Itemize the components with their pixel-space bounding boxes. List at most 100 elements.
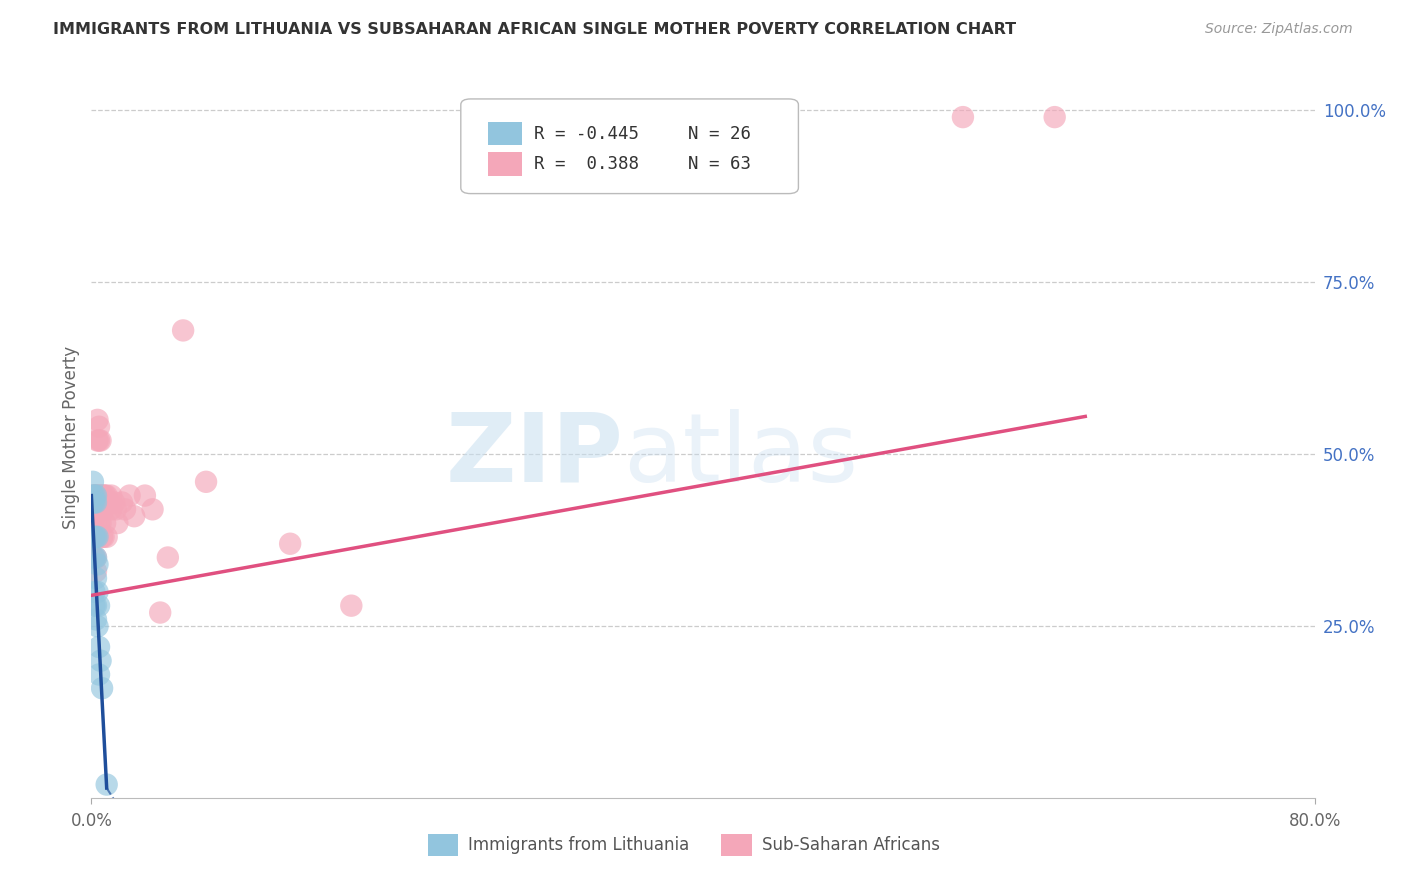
Point: [82, 495, 104, 509]
Y-axis label: Single Mother Poverty: Single Mother Poverty: [62, 345, 80, 529]
Point: [141, 502, 163, 516]
Point: [84, 564, 107, 578]
Point: [86, 489, 108, 503]
Point: [83, 489, 105, 503]
Point: [83, 495, 105, 509]
Point: [84, 495, 107, 509]
Point: [96, 530, 118, 544]
Point: [82, 489, 104, 503]
Point: [83, 550, 105, 565]
Point: [93, 495, 115, 509]
Point: [83, 509, 105, 524]
Point: [103, 495, 125, 509]
Point: [172, 323, 194, 337]
Point: [84, 516, 107, 530]
Point: [84, 530, 107, 544]
Text: N = 26: N = 26: [689, 125, 751, 143]
Point: [86, 413, 108, 427]
Point: [90, 516, 112, 530]
Point: [86, 619, 108, 633]
Bar: [488, 122, 522, 145]
Point: [84, 495, 107, 509]
Point: [93, 502, 115, 516]
Point: [114, 502, 136, 516]
Point: [149, 606, 172, 620]
Point: [90, 434, 112, 448]
Bar: [721, 835, 752, 856]
Text: R =  0.388: R = 0.388: [534, 155, 640, 173]
Point: [278, 537, 301, 551]
Point: [87, 640, 110, 654]
Point: [86, 495, 108, 509]
Point: [93, 530, 115, 544]
Point: [86, 530, 108, 544]
Text: IMMIGRANTS FROM LITHUANIA VS SUBSAHARAN AFRICAN SINGLE MOTHER POVERTY CORRELATIO: IMMIGRANTS FROM LITHUANIA VS SUBSAHARAN …: [53, 22, 1017, 37]
Point: [84, 550, 107, 565]
Point: [91, 489, 114, 503]
Point: [87, 502, 110, 516]
Point: [84, 599, 107, 613]
Point: [86, 558, 108, 572]
Bar: [427, 835, 458, 856]
Point: [87, 489, 110, 503]
Point: [90, 495, 112, 509]
Point: [84, 489, 107, 503]
Point: [83, 585, 105, 599]
Point: [195, 475, 218, 489]
Point: [104, 502, 127, 516]
Point: [82, 550, 104, 565]
Point: [84, 571, 107, 585]
Point: [91, 502, 114, 516]
Text: Source: ZipAtlas.com: Source: ZipAtlas.com: [1205, 22, 1353, 37]
Text: N = 63: N = 63: [689, 155, 751, 173]
Text: R = -0.445: R = -0.445: [534, 125, 640, 143]
Point: [90, 502, 112, 516]
Point: [87, 599, 110, 613]
Point: [84, 550, 107, 565]
Point: [100, 489, 122, 503]
Point: [83, 530, 105, 544]
Point: [111, 495, 134, 509]
Point: [87, 667, 110, 681]
Text: Immigrants from Lithuania: Immigrants from Lithuania: [468, 837, 689, 855]
Point: [340, 599, 363, 613]
Point: [83, 530, 105, 544]
Point: [952, 110, 974, 124]
Point: [84, 530, 107, 544]
Point: [84, 489, 107, 503]
Point: [118, 489, 141, 503]
Point: [83, 495, 105, 509]
Point: [96, 778, 118, 792]
Point: [134, 489, 156, 503]
Point: [82, 516, 104, 530]
Text: Sub-Saharan Africans: Sub-Saharan Africans: [762, 837, 939, 855]
Point: [87, 434, 110, 448]
Point: [91, 495, 114, 509]
Point: [83, 599, 105, 613]
Point: [91, 530, 114, 544]
Point: [98, 495, 121, 509]
Point: [96, 489, 118, 503]
Point: [105, 516, 128, 530]
Point: [96, 495, 118, 509]
Point: [93, 489, 115, 503]
Point: [91, 681, 114, 696]
Point: [84, 612, 107, 626]
Point: [100, 502, 122, 516]
Point: [83, 489, 105, 503]
Point: [86, 585, 108, 599]
Point: [86, 434, 108, 448]
FancyBboxPatch shape: [461, 99, 799, 194]
Point: [83, 550, 105, 565]
Text: atlas: atlas: [623, 409, 859, 501]
Point: [156, 550, 179, 565]
Point: [82, 489, 104, 503]
Point: [86, 502, 108, 516]
Point: [87, 419, 110, 434]
Point: [1043, 110, 1066, 124]
Point: [122, 509, 145, 524]
Point: [82, 475, 104, 489]
Point: [94, 489, 117, 503]
Text: ZIP: ZIP: [446, 409, 623, 501]
Point: [87, 516, 110, 530]
